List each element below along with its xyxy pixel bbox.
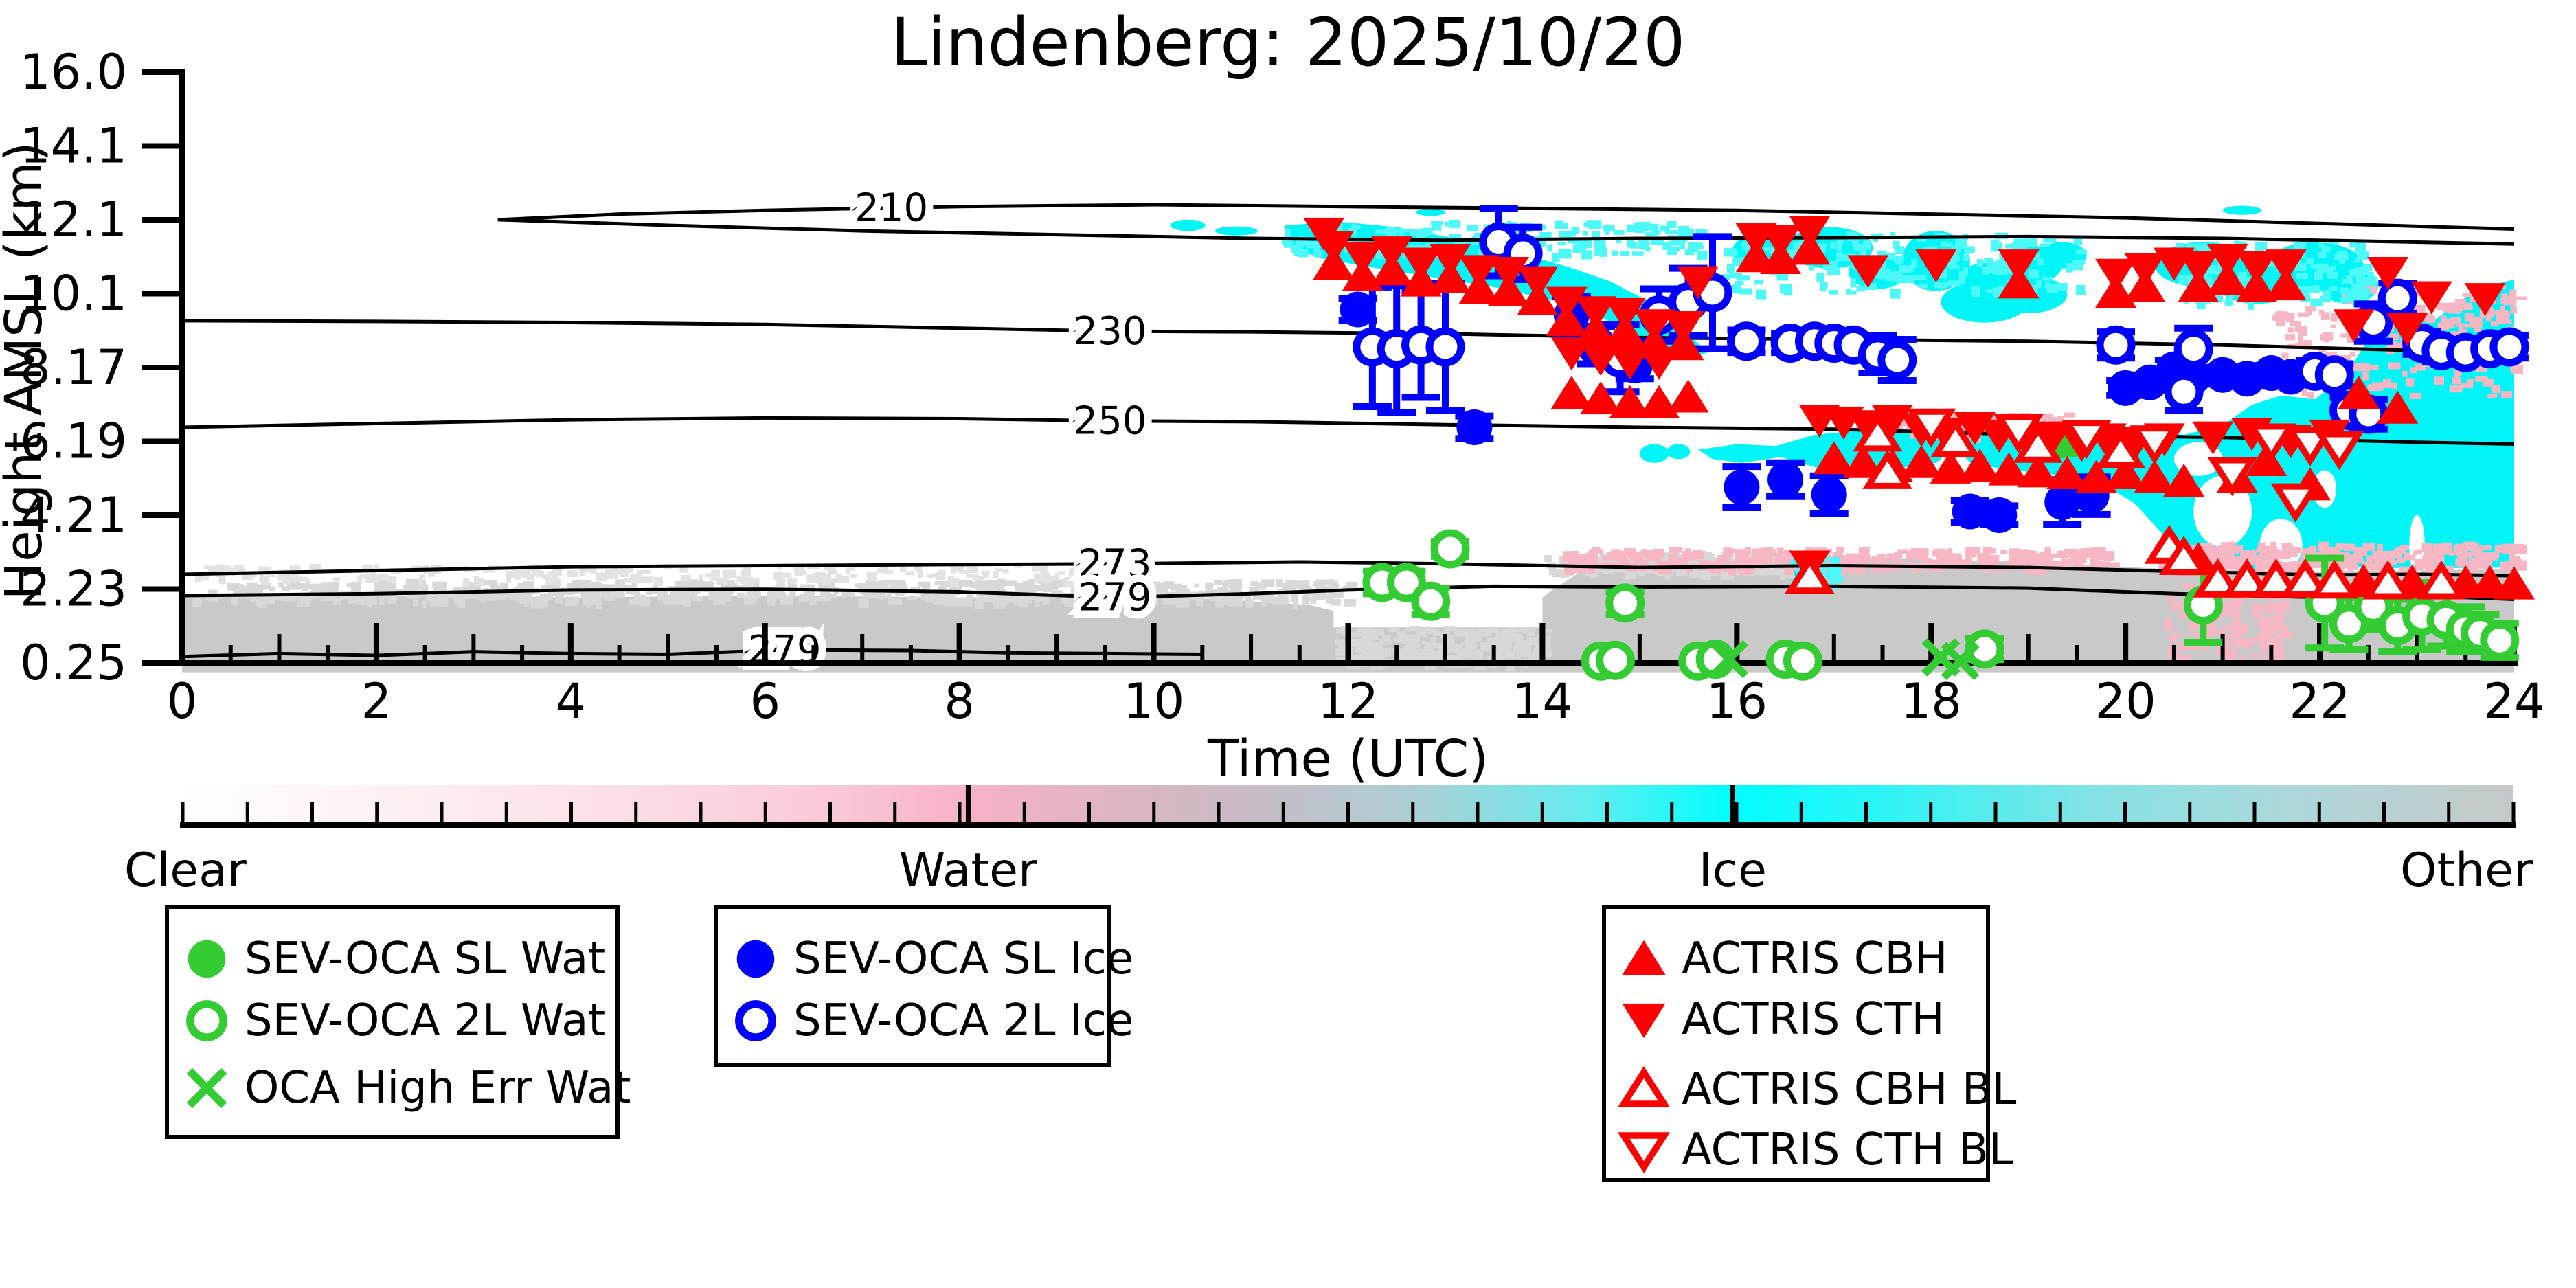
colorbar-label-water: Water <box>899 844 1037 898</box>
legend-actris-item: ACTRIS CTH <box>1606 988 1986 1050</box>
colorbar-label-clear: Clear <box>124 844 247 898</box>
legend-ice: SEV-OCA SL Ice SEV-OCA 2L Ice <box>714 905 1133 1067</box>
legend-item-label: SEV-OCA 2L Ice <box>793 995 1134 1046</box>
contour-label-279: 279 <box>748 628 822 673</box>
y-tick-label: 16.0 <box>20 44 127 100</box>
x-tick-label: 18 <box>1901 673 1962 730</box>
chart-title: Lindenberg: 2025/10/20 <box>890 4 1686 81</box>
contour-label-230: 230 <box>1073 309 1146 354</box>
triangle-up-filled-icon <box>1606 931 1682 986</box>
legend-ice-item: SEV-OCA SL Ice <box>718 928 1133 990</box>
contour-label-250: 250 <box>1073 399 1146 444</box>
contour-label-279: 279 <box>1078 576 1152 620</box>
colorbar-label-ice: Ice <box>1698 844 1767 898</box>
x-tick-label: 8 <box>944 673 975 730</box>
x-tick-label: 14 <box>1512 673 1573 730</box>
legend-ice-item: SEV-OCA 2L Ice <box>718 990 1133 1052</box>
legend-item-label: ACTRIS CBH BL <box>1682 1064 2017 1115</box>
contour-label-210: 210 <box>855 186 928 231</box>
x-axis-title: Time (UTC) <box>1207 730 1489 789</box>
colorbar-label-other: Other <box>2400 844 2533 898</box>
legend-actris-item: ACTRIS CBH BL <box>1606 1059 2016 1120</box>
y-tick-label: 12.1 <box>20 192 127 248</box>
y-tick-label: 4.21 <box>20 487 127 543</box>
legend-actris-item: ACTRIS CBH <box>1606 928 1986 990</box>
x-tick-label: 10 <box>1123 673 1184 730</box>
circle-open-icon <box>169 993 245 1048</box>
colorbar-axis <box>180 822 2516 828</box>
legend-item-label: SEV-OCA SL Wat <box>245 934 606 984</box>
circle-open-icon <box>718 993 793 1048</box>
triangle-down-filled-icon <box>1606 992 1682 1047</box>
y-tick-label: 6.19 <box>20 414 127 470</box>
triangle-up-open-icon <box>1606 1062 1682 1117</box>
legend-actris-item: ACTRIS CTH BL <box>1606 1119 2013 1181</box>
y-tick-label: 2.23 <box>20 561 127 618</box>
contour-label-273: 273 <box>1078 542 1152 587</box>
series-actris_cth <box>1303 216 2506 584</box>
x-tick-label: 4 <box>556 673 587 730</box>
legend-item-label: ACTRIS CBH <box>1682 934 1948 984</box>
legend-water-item: SEV-OCA SL Wat <box>169 928 615 990</box>
legend-item-label: SEV-OCA 2L Wat <box>245 995 606 1046</box>
legend-item-label: ACTRIS CTH <box>1682 994 1945 1045</box>
x-icon <box>169 1061 245 1116</box>
circle-filled-icon <box>169 931 245 986</box>
x-tick-label: 24 <box>2483 673 2544 730</box>
y-axis-title: Height AMSL (km) <box>0 142 54 600</box>
x-tick-label: 16 <box>1706 673 1767 730</box>
legend-item-label: ACTRIS CTH BL <box>1682 1125 2013 1175</box>
x-tick-label: 6 <box>749 673 780 730</box>
y-tick-label: 8.17 <box>20 339 127 396</box>
series-actris_cbh_bl <box>1785 412 2467 600</box>
circle-filled-icon <box>718 931 793 986</box>
legend-water: SEV-OCA SL Wat SEV-OCA 2L Wat OCA High Err… <box>165 905 631 1139</box>
x-tick-label: 12 <box>1318 673 1379 730</box>
x-tick-label: 0 <box>167 673 198 730</box>
x-tick-label: 22 <box>2290 673 2351 730</box>
series-sev_oca_2l_wat <box>1362 529 2520 681</box>
legend-water-item: SEV-OCA 2L Wat <box>169 990 615 1052</box>
series-sev_oca_sl_ice <box>1338 291 2310 533</box>
series-actris_cth_bl <box>1906 408 2364 523</box>
field-ice-right-mass <box>1955 279 2514 571</box>
triangle-down-open-icon <box>1606 1122 1682 1177</box>
legend-actris: ACTRIS CBH ACTRIS CTH ACTRIS CBH BL ACTRIS … <box>1602 905 2016 1182</box>
series-oca_high_err_wat <box>1710 637 1980 681</box>
legend-water-item: OCA High Err Wat <box>169 1057 631 1119</box>
x-tick-label: 20 <box>2095 673 2156 730</box>
legend-item-label: OCA High Err Wat <box>245 1063 631 1114</box>
colorbar <box>180 785 2516 828</box>
y-tick-label: 10.1 <box>20 266 127 322</box>
legend-item-label: SEV-OCA SL Ice <box>793 934 1134 984</box>
y-tick-label: 14.1 <box>20 118 127 174</box>
y-tick-label: 0.25 <box>20 635 127 691</box>
x-tick-label: 2 <box>361 673 392 730</box>
